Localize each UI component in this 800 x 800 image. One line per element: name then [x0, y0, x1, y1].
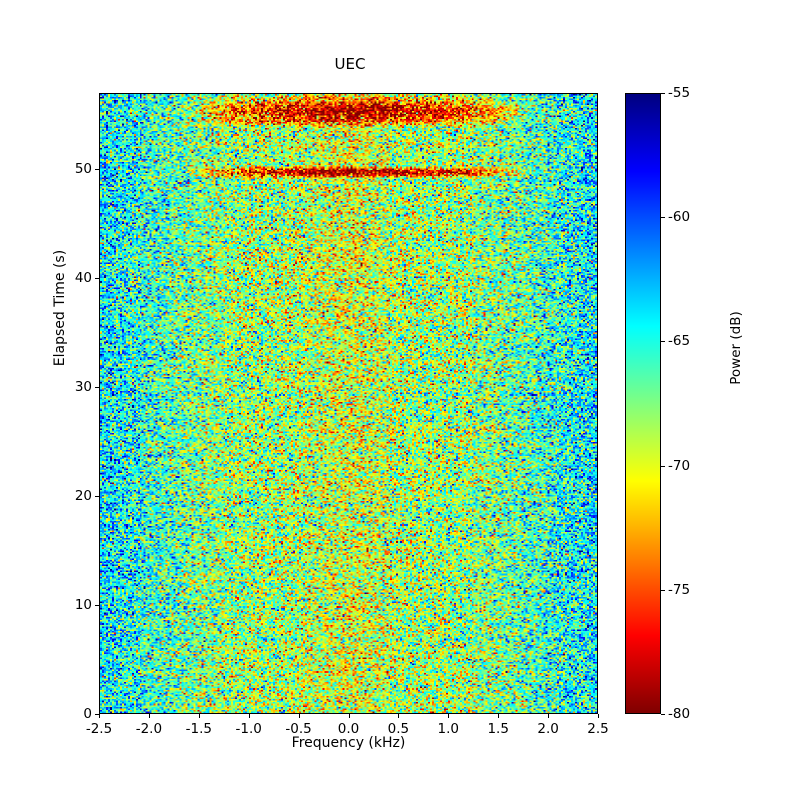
- y-tick-label: 0: [83, 706, 92, 722]
- colorbar-tick-mark: [661, 93, 665, 94]
- x-tick-label: 0.0: [337, 721, 360, 737]
- x-tick-mark: [548, 714, 550, 718]
- x-tick-label: 2.5: [587, 721, 609, 737]
- spectrogram-plot-area: [99, 93, 598, 714]
- x-tick-mark: [148, 714, 150, 718]
- y-tick-label: 40: [74, 270, 92, 287]
- x-tick-label: -2.0: [135, 721, 163, 737]
- y-tick-label: 10: [74, 597, 92, 614]
- y-tick-mark: [95, 278, 99, 280]
- spectrogram-image: [100, 94, 597, 713]
- title-line-station: UEC: [334, 55, 366, 73]
- colorbar-tick-label: -60: [668, 209, 691, 226]
- x-tick-mark: [248, 714, 250, 718]
- x-tick-label: -2.5: [85, 721, 113, 737]
- colorbar-tick-mark: [661, 714, 665, 715]
- x-tick-label: 0.5: [387, 721, 410, 737]
- colorbar: [625, 93, 661, 714]
- y-tick-mark: [95, 169, 99, 171]
- colorbar-tick-mark: [661, 217, 665, 219]
- x-axis-label: Frequency (kHz): [291, 735, 406, 751]
- x-tick-label: -1.5: [185, 721, 212, 737]
- x-tick-mark: [398, 714, 400, 718]
- x-tick-label: -0.5: [285, 721, 312, 737]
- x-tick-mark: [448, 714, 450, 718]
- x-tick-mark: [298, 714, 300, 718]
- x-tick-label: -1.0: [235, 721, 262, 737]
- colorbar-tick-mark: [661, 589, 665, 591]
- y-tick-label: 50: [74, 161, 92, 178]
- colorbar-tick-label: -80: [668, 706, 691, 722]
- x-tick-mark: [198, 714, 200, 718]
- y-tick-mark: [95, 605, 99, 607]
- colorbar-tick-label: -70: [668, 457, 691, 474]
- y-tick-label: 30: [74, 379, 92, 396]
- x-tick-label: 1.0: [437, 721, 460, 737]
- x-tick-mark: [99, 714, 100, 718]
- colorbar-tick-label: -55: [668, 85, 691, 101]
- x-tick-mark: [598, 714, 599, 718]
- x-tick-mark: [348, 714, 350, 718]
- colorbar-tick-label: -75: [668, 581, 691, 598]
- x-tick-label: 1.5: [487, 721, 509, 737]
- colorbar-gradient: [626, 94, 660, 713]
- x-tick-mark: [498, 714, 500, 718]
- x-tick-label: 2.0: [537, 721, 559, 737]
- y-tick-mark: [95, 387, 99, 389]
- y-tick-mark: [95, 496, 99, 498]
- colorbar-tick-mark: [661, 341, 665, 343]
- y-axis-label: Elapsed Time (s): [52, 249, 68, 367]
- colorbar-tick-mark: [661, 465, 665, 467]
- y-tick-mark: [95, 714, 99, 715]
- colorbar-label: Power (dB): [728, 311, 744, 385]
- y-tick-label: 20: [74, 488, 92, 505]
- colorbar-tick-label: -65: [668, 333, 691, 350]
